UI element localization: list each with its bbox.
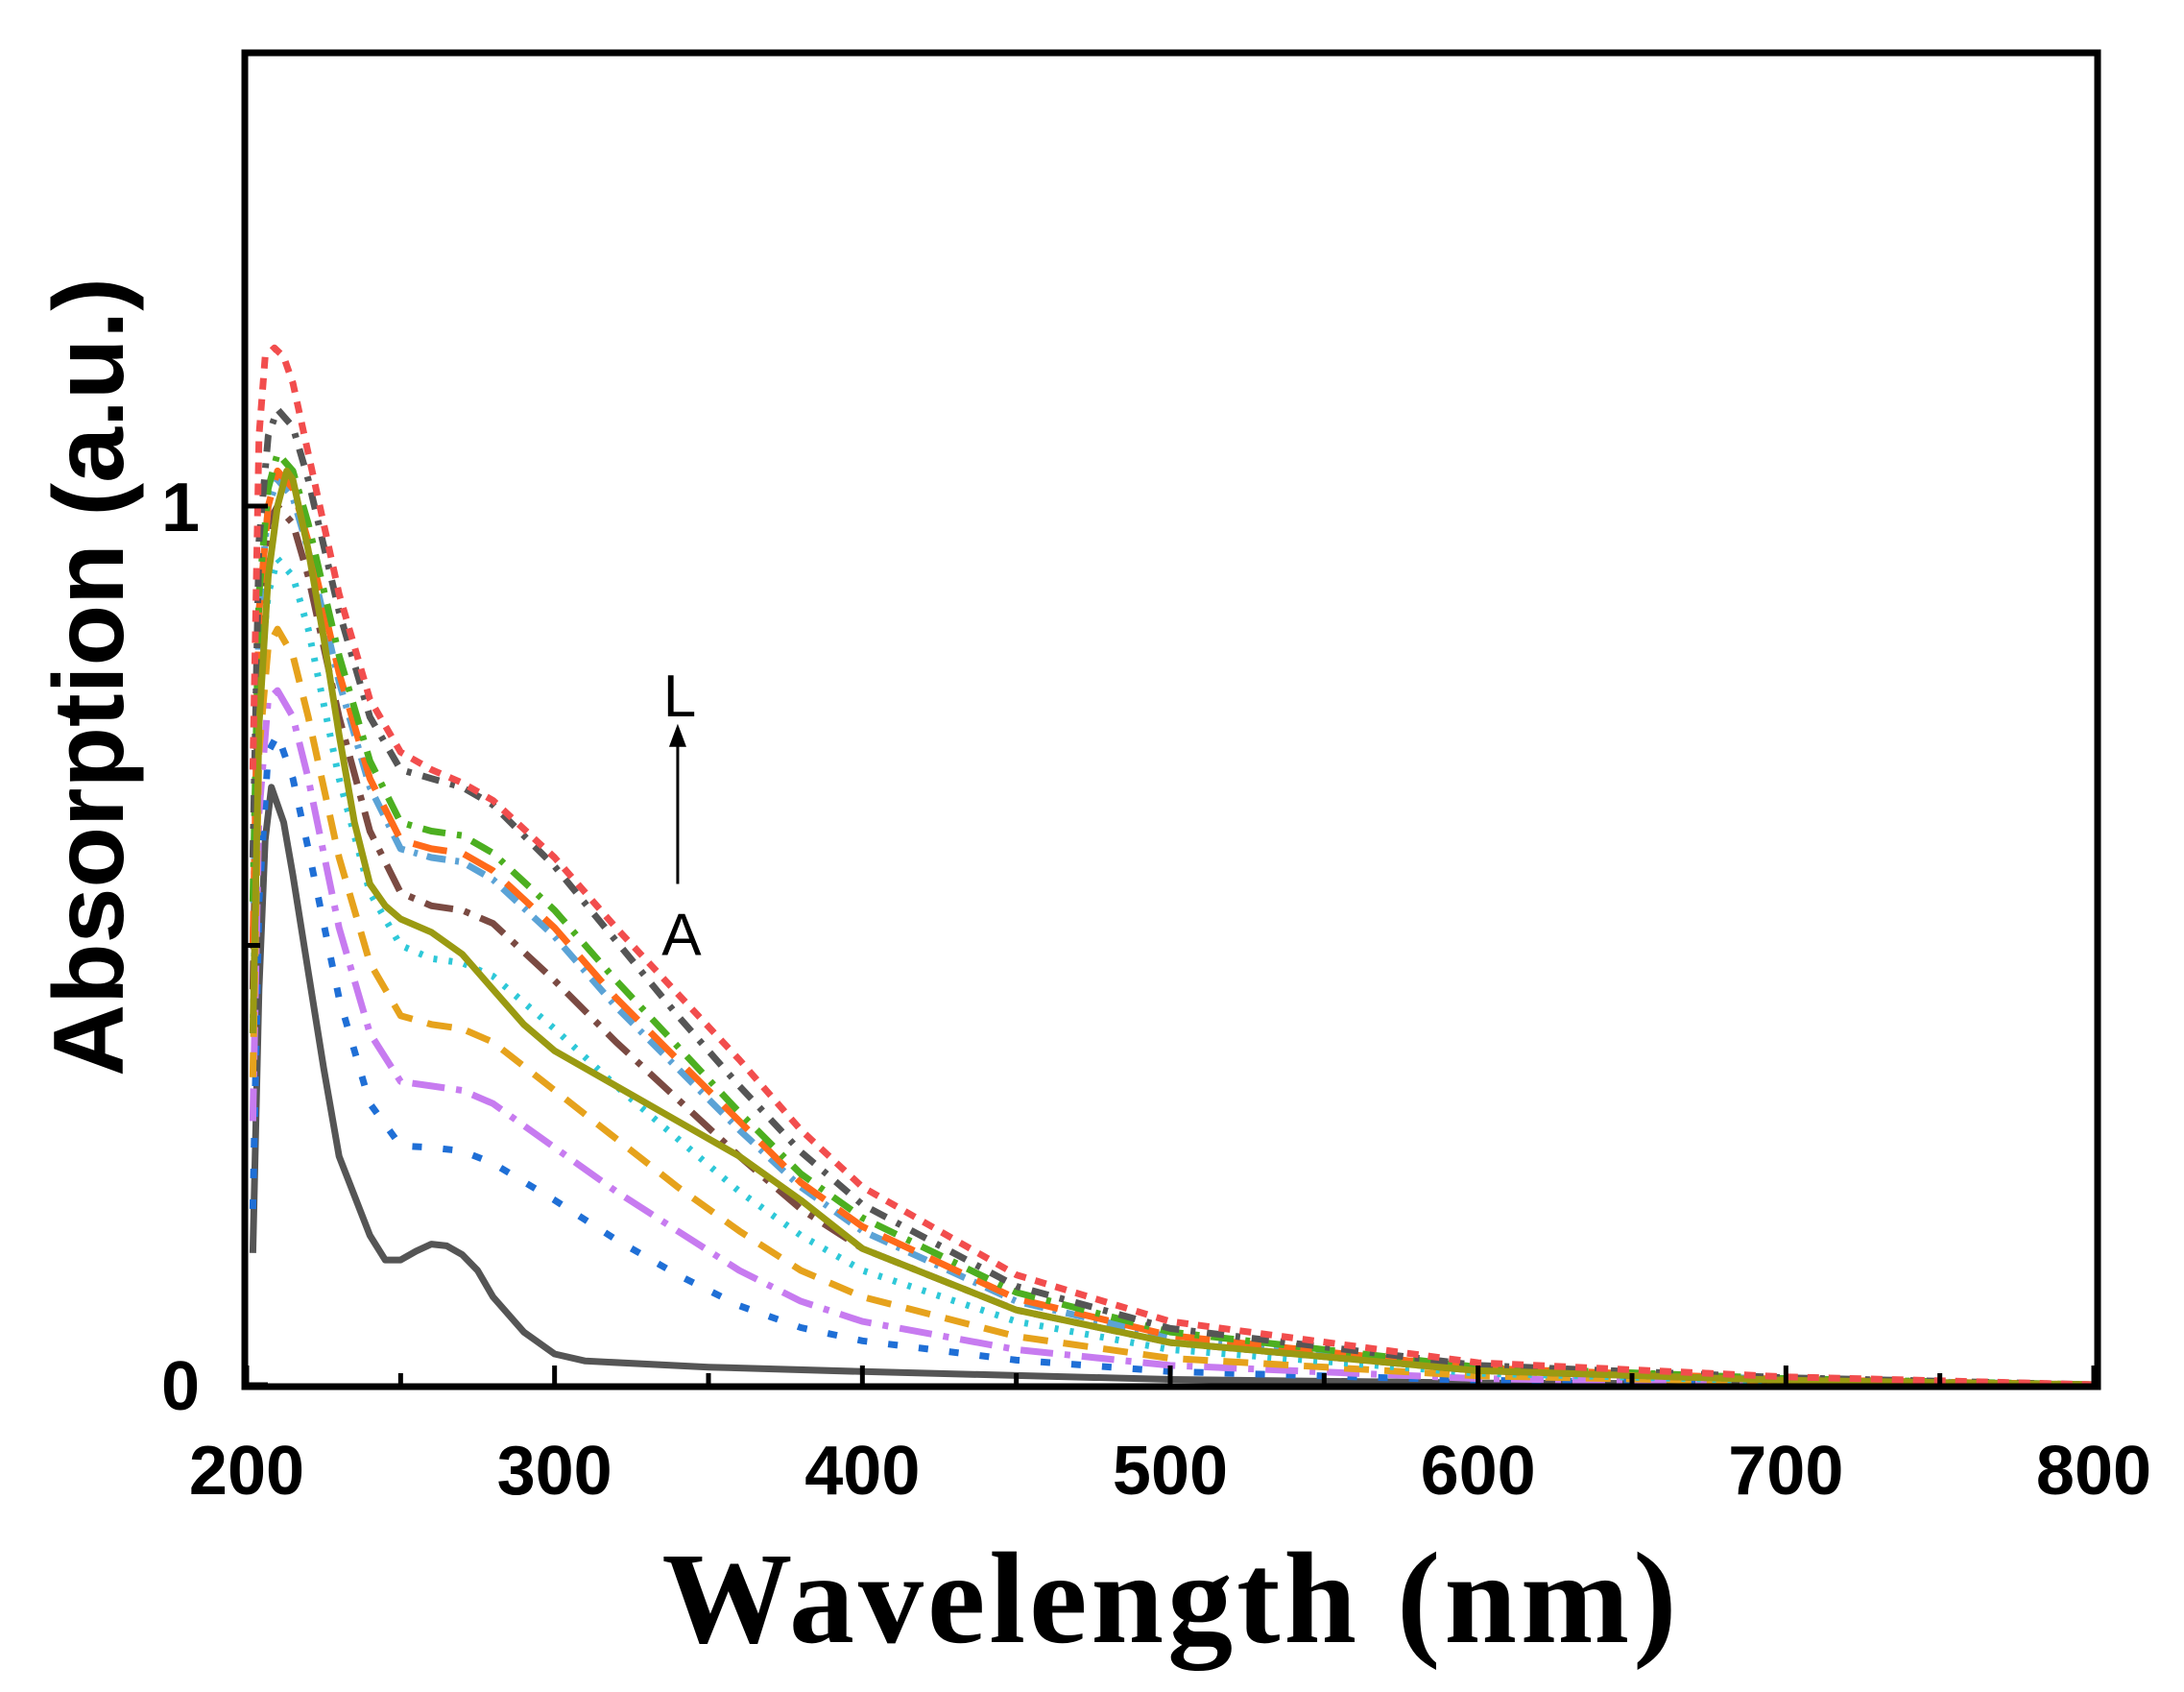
y-tick-label: 0: [161, 1348, 200, 1425]
x-tick-label: 400: [804, 1433, 920, 1510]
arrow-end-label: L: [663, 664, 696, 730]
x-tick-label: 800: [2036, 1433, 2151, 1510]
series-line-e: [249, 555, 2095, 1385]
x-tick-label: 200: [189, 1433, 304, 1510]
series-line-l: [249, 344, 2095, 1385]
series-arrow-annotation: A L: [661, 664, 702, 969]
series-line-c: [249, 687, 2095, 1385]
x-tick-label: 300: [497, 1433, 612, 1510]
series-line-h: [249, 467, 2095, 1385]
series-line-b: [249, 731, 2095, 1385]
series-line-k: [249, 467, 2095, 1385]
arrow-head: [668, 723, 686, 747]
x-tick-label: 600: [1421, 1433, 1536, 1510]
series-line-i: [249, 449, 2095, 1385]
plot-frame: [241, 49, 2101, 1390]
x-tick-label: 500: [1113, 1433, 1228, 1510]
series-line-a: [249, 784, 2095, 1385]
ticks-group: 200 300 400 500 600 700 800 0 1: [161, 470, 2151, 1510]
x-axis-title: Wavelength (nm): [661, 1527, 1680, 1671]
series-line-j: [249, 405, 2095, 1385]
series-group: [249, 344, 2095, 1385]
series-line-g: [249, 476, 2095, 1385]
series-line-d: [249, 625, 2095, 1385]
x-tick-label: 700: [1728, 1433, 1843, 1510]
series-line-f: [249, 502, 2095, 1385]
y-axis-title: Absorption (a.u.): [34, 278, 145, 1076]
arrow-start-label: A: [661, 902, 702, 968]
y-tick-label: 1: [161, 470, 200, 546]
